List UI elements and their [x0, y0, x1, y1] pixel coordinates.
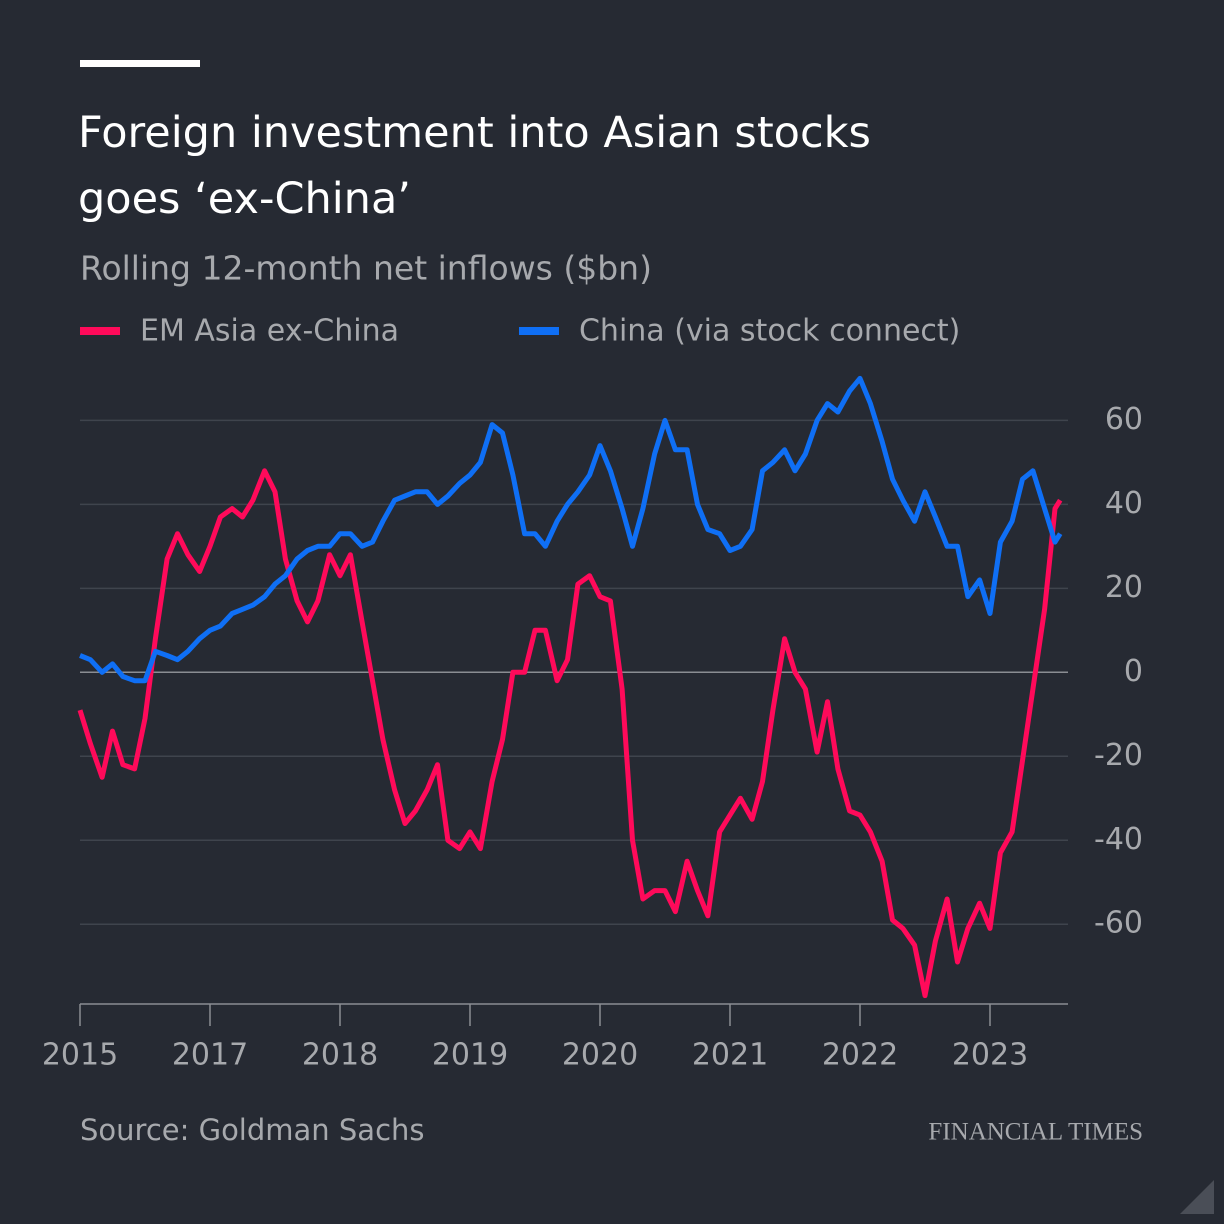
y-tick-label: 20 [1105, 570, 1143, 605]
corner-mark [1180, 1180, 1214, 1214]
y-tick-label: 60 [1105, 402, 1143, 437]
legend: EM Asia ex-China China (via stock connect… [80, 314, 960, 349]
chart-title: Foreign investment into Asian stocks goe… [78, 108, 871, 224]
series-line [77, 468, 1063, 999]
y-tick-label: -60 [1094, 906, 1143, 941]
title-bar [80, 60, 200, 67]
x-tick-label: 2015 [42, 1038, 118, 1073]
x-tick-label: 2017 [172, 1038, 248, 1073]
x-tick-label: 2018 [302, 1038, 378, 1073]
legend-swatch [518, 327, 559, 335]
y-tick-label: -40 [1094, 822, 1143, 857]
y-tick-label: 40 [1105, 486, 1143, 521]
x-tick-label: 2020 [562, 1038, 638, 1073]
legend-label: China (via stock connect) [579, 314, 960, 349]
title-box: Foreign investment into Asian stocks goe… [78, 108, 871, 224]
x-tick-label: 2019 [432, 1038, 508, 1073]
y-tick-label: -20 [1094, 738, 1143, 773]
series-line [79, 375, 1063, 684]
x-tick-label: 2021 [692, 1038, 768, 1073]
legend-label: EM Asia ex-China [140, 314, 399, 349]
x-tick-label: 2022 [822, 1038, 898, 1073]
legend-swatch [80, 327, 120, 335]
source: Source: Goldman Sachs [80, 1113, 425, 1147]
y-tick-label: 0 [1124, 654, 1143, 689]
x-tick-label: 2023 [952, 1038, 1028, 1073]
chart-subtitle: Rolling 12-month net inflows ($bn) [80, 249, 652, 288]
brand: FINANCIAL TIMES [928, 1119, 1143, 1146]
